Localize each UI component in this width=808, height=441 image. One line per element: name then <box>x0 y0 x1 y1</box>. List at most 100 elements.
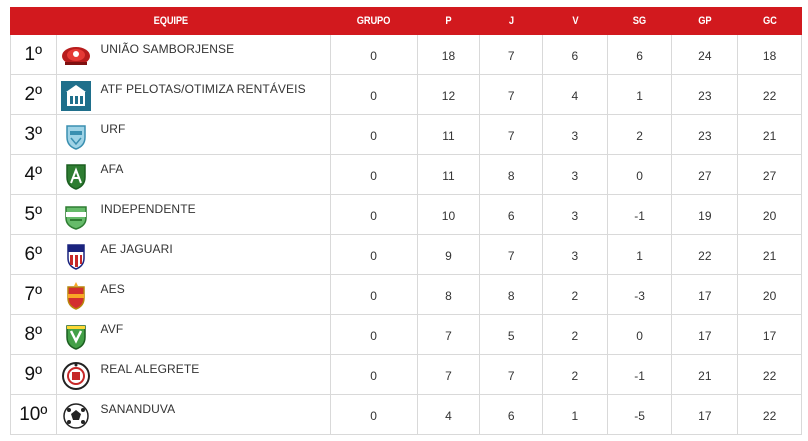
wins-cell: 2 <box>542 314 608 355</box>
goals-against-cell: 20 <box>737 194 802 235</box>
position-cell: 5º <box>10 194 57 235</box>
points-cell: 4 <box>416 394 481 435</box>
wins-cell: 3 <box>542 114 608 155</box>
goal-difference-cell: 1 <box>606 74 673 115</box>
header-equipe: EQUIPE <box>34 7 307 35</box>
position-cell: 6º <box>10 234 57 275</box>
team-cell[interactable]: INDEPENDENTE <box>55 194 331 235</box>
goals-for-cell: 23 <box>671 74 739 115</box>
team-cell[interactable]: AFA <box>55 154 331 195</box>
position-cell: 3º <box>10 114 57 155</box>
points-cell: 12 <box>416 74 481 115</box>
games-cell: 8 <box>479 274 544 315</box>
wins-cell: 1 <box>542 394 608 435</box>
grupo-cell: 0 <box>329 74 418 115</box>
goals-for-cell: 17 <box>671 314 739 355</box>
table-row: 2º ATF PELOTAS/OTIMIZA RENTÁVEIS 0 12 7 … <box>10 74 802 115</box>
team-name[interactable]: INDEPENDENTE <box>100 202 196 216</box>
table-row: 3º URF 0 11 7 3 2 23 21 <box>10 114 802 155</box>
team-cell[interactable]: URF <box>55 114 331 155</box>
grupo-cell: 0 <box>329 394 418 435</box>
team-name[interactable]: REAL ALEGRETE <box>100 362 200 376</box>
goals-for-cell: 17 <box>671 274 739 315</box>
wins-cell: 3 <box>542 234 608 275</box>
team-name[interactable]: AE JAGUARI <box>100 242 173 256</box>
goals-for-cell: 23 <box>671 114 739 155</box>
goals-against-cell: 22 <box>737 74 802 115</box>
games-cell: 7 <box>479 234 544 275</box>
points-cell: 11 <box>416 114 481 155</box>
table-row: 10º SANANDUVA 0 4 6 1 -5 17 22 <box>10 394 802 435</box>
position-cell: 10º <box>10 394 57 435</box>
urf-crest-icon <box>65 125 86 150</box>
goal-difference-cell: -5 <box>606 394 673 435</box>
goals-against-cell: 21 <box>737 234 802 275</box>
position-cell: 4º <box>10 154 57 195</box>
uniao-samborjense-crest-icon <box>61 47 90 65</box>
table-row: 9º REAL ALEGRETE 0 7 7 2 -1 21 22 <box>10 354 802 395</box>
points-cell: 9 <box>416 234 481 275</box>
team-cell[interactable]: SANANDUVA <box>55 394 331 435</box>
team-name[interactable]: UNIÃO SAMBORJENSE <box>100 42 235 56</box>
wins-cell: 2 <box>542 274 608 315</box>
goals-for-cell: 21 <box>671 354 739 395</box>
header-gp: GP <box>676 7 734 35</box>
sananduva-crest-icon <box>62 403 89 429</box>
grupo-cell: 0 <box>329 114 418 155</box>
games-cell: 5 <box>479 314 544 355</box>
goals-against-cell: 22 <box>737 394 802 435</box>
position-cell: 9º <box>10 354 57 395</box>
goals-against-cell: 18 <box>737 34 802 75</box>
header-sg: SG <box>611 7 668 35</box>
header-gc: GC <box>742 7 798 35</box>
team-cell[interactable]: ATF PELOTAS/OTIMIZA RENTÁVEIS <box>55 74 331 115</box>
goal-difference-cell: -1 <box>606 194 673 235</box>
points-cell: 8 <box>416 274 481 315</box>
team-cell[interactable]: AE JAGUARI <box>55 234 331 275</box>
standings-table: EQUIPE GRUPO P J V SG GP GC 1º UNIÃO SAM… <box>10 7 802 435</box>
team-name[interactable]: AES <box>100 282 125 296</box>
wins-cell: 3 <box>542 194 608 235</box>
team-name[interactable]: AVF <box>100 322 124 336</box>
grupo-cell: 0 <box>329 314 418 355</box>
goals-for-cell: 19 <box>671 194 739 235</box>
goals-for-cell: 27 <box>671 154 739 195</box>
table-row: 4º AFA 0 11 8 3 0 27 27 <box>10 154 802 195</box>
team-name[interactable]: ATF PELOTAS/OTIMIZA RENTÁVEIS <box>100 82 306 96</box>
table-row: 6º AE JAGUARI 0 9 7 3 1 22 21 <box>10 234 802 275</box>
goal-difference-cell: 2 <box>606 114 673 155</box>
goals-for-cell: 22 <box>671 234 739 275</box>
independente-crest-icon <box>64 206 87 230</box>
header-grupo: GRUPO <box>336 7 412 35</box>
goals-against-cell: 27 <box>737 154 802 195</box>
goals-against-cell: 22 <box>737 354 802 395</box>
points-cell: 10 <box>416 194 481 235</box>
points-cell: 18 <box>416 34 481 75</box>
games-cell: 6 <box>479 394 544 435</box>
games-cell: 6 <box>479 194 544 235</box>
table-header-row: EQUIPE GRUPO P J V SG GP GC <box>10 7 802 35</box>
position-cell: 2º <box>10 74 57 115</box>
team-name[interactable]: AFA <box>100 162 124 176</box>
afa-crest-icon <box>65 164 86 190</box>
team-name[interactable]: URF <box>100 122 126 136</box>
header-j: J <box>484 7 539 35</box>
grupo-cell: 0 <box>329 154 418 195</box>
team-cell[interactable]: AES <box>55 274 331 315</box>
team-name[interactable]: SANANDUVA <box>100 402 176 416</box>
team-cell[interactable]: AVF <box>55 314 331 355</box>
position-cell: 7º <box>10 274 57 315</box>
avf-crest-icon <box>65 325 86 350</box>
team-cell[interactable]: REAL ALEGRETE <box>55 354 331 395</box>
games-cell: 7 <box>479 74 544 115</box>
goal-difference-cell: 6 <box>606 34 673 75</box>
points-cell: 7 <box>416 314 481 355</box>
team-cell[interactable]: UNIÃO SAMBORJENSE <box>55 34 331 75</box>
grupo-cell: 0 <box>329 34 418 75</box>
goal-difference-cell: 0 <box>606 154 673 195</box>
goals-against-cell: 17 <box>737 314 802 355</box>
goals-for-cell: 24 <box>671 34 739 75</box>
table-row: 5º INDEPENDENTE 0 10 6 3 -1 19 20 <box>10 194 802 235</box>
goals-against-cell: 20 <box>737 274 802 315</box>
goals-against-cell: 21 <box>737 114 802 155</box>
